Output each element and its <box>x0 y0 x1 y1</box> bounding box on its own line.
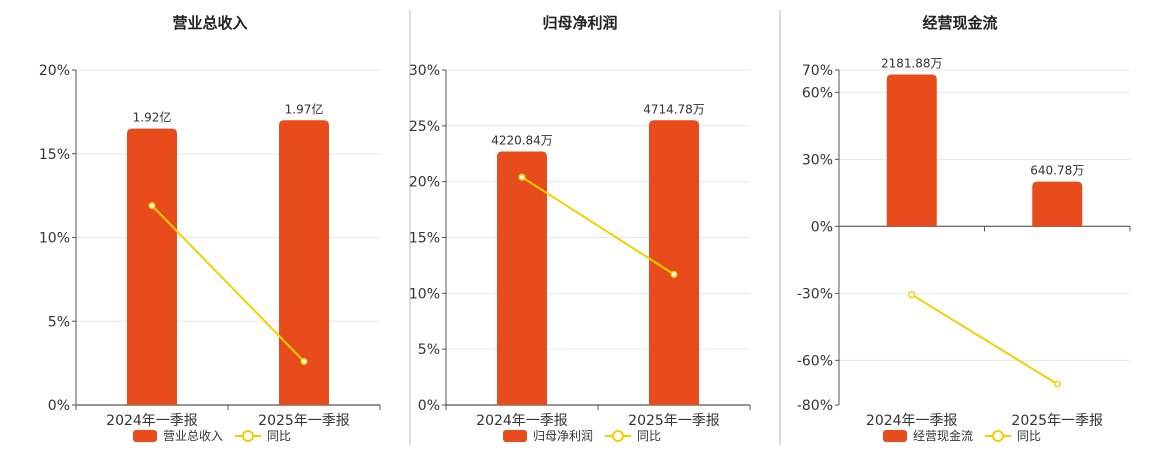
y-tick-label: 15% <box>409 231 440 247</box>
y-tick-label: -60% <box>797 353 833 369</box>
legend-bar-swatch <box>503 430 527 442</box>
bar-2 <box>1032 181 1083 227</box>
legend-bar-swatch <box>133 430 157 442</box>
legend-line-marker <box>992 430 1004 442</box>
legend-bar-label: 经营现金流 <box>913 428 973 443</box>
chart-panel-2: 归母净利润 0% 5% 10% 15% 20% 25% 30% 2024年一季报 2025年一季报… <box>409 10 751 445</box>
y-tick-label: 20% <box>39 63 70 79</box>
bar-data-label: 2181.88万 <box>881 56 943 70</box>
yoy-line <box>151 204 305 363</box>
legend-bar-label: 归母净利润 <box>533 429 593 443</box>
y-tick-label: 30% <box>802 152 833 168</box>
bar-1 <box>127 128 177 405</box>
y-tick-label: 0% <box>48 398 70 414</box>
yoy-point-1 <box>148 202 156 210</box>
yoy-point-1 <box>908 291 916 299</box>
y-tick-label: 60% <box>802 85 833 101</box>
y-tick-label: 5% <box>418 342 440 358</box>
bar-data-label: 1.97亿 <box>285 101 324 116</box>
legend-line-label: 同比 <box>1017 429 1041 443</box>
y-tick-label: 70% <box>802 63 833 79</box>
x-tick-label: 2025年一季报 <box>1011 413 1103 429</box>
yoy-line <box>911 293 1058 385</box>
yoy-point-2 <box>670 270 678 278</box>
y-tick-label: 30% <box>409 63 440 79</box>
y-tick-label: 10% <box>39 231 70 247</box>
y-tick-label: 5% <box>48 314 70 330</box>
legend-bar-label: 营业总收入 <box>163 429 223 443</box>
y-tick-label: 20% <box>409 175 440 191</box>
yoy-point-1 <box>518 173 526 181</box>
x-tick-label: 2025年一季报 <box>628 413 720 429</box>
bar-data-label: 640.78万 <box>1030 164 1084 178</box>
chart-title: 营业总收入 <box>172 14 247 32</box>
yoy-line <box>521 176 675 276</box>
chart-panel-1: 营业总收入 0% 5% 10% 15% 20% 2024年一季报 2025年一季报 1.92亿 1… <box>39 14 381 443</box>
y-tick-label: -30% <box>797 286 833 302</box>
x-tick-label: 2024年一季报 <box>866 413 958 429</box>
y-tick-label: -80% <box>797 398 833 414</box>
yoy-point-2 <box>300 357 308 366</box>
x-tick-label: 2025年一季报 <box>258 413 350 429</box>
chart-panel-3: 经营现金流 -80% -60% -30% 0% 30% 60% 70% 2024年一季报 2025… <box>779 10 1131 445</box>
bar-2 <box>279 120 329 405</box>
legend-bar-swatch <box>883 430 907 442</box>
bar-2 <box>649 120 699 405</box>
bar-1 <box>497 151 547 405</box>
bar-data-label: 1.92亿 <box>133 110 172 125</box>
chart-title: 归母净利润 <box>542 14 617 32</box>
legend-line-marker <box>242 430 254 442</box>
y-tick-label: 25% <box>409 119 440 135</box>
y-tick-label: 0% <box>418 398 440 414</box>
legend-line-label: 同比 <box>267 429 291 443</box>
legend-line-marker <box>612 430 624 442</box>
yoy-point-2 <box>1053 380 1061 388</box>
y-tick-label: 15% <box>39 147 70 163</box>
y-tick-label: 0% <box>811 219 833 235</box>
legend-line-label: 同比 <box>637 429 661 443</box>
bar-data-label: 4714.78万 <box>643 102 705 116</box>
bar-1 <box>886 74 937 227</box>
x-tick-label: 2024年一季报 <box>106 413 198 429</box>
y-tick-label: 10% <box>409 286 440 302</box>
chart-title: 经营现金流 <box>922 14 997 32</box>
x-tick-label: 2024年一季报 <box>476 413 568 429</box>
bar-data-label: 4220.84万 <box>491 134 553 148</box>
